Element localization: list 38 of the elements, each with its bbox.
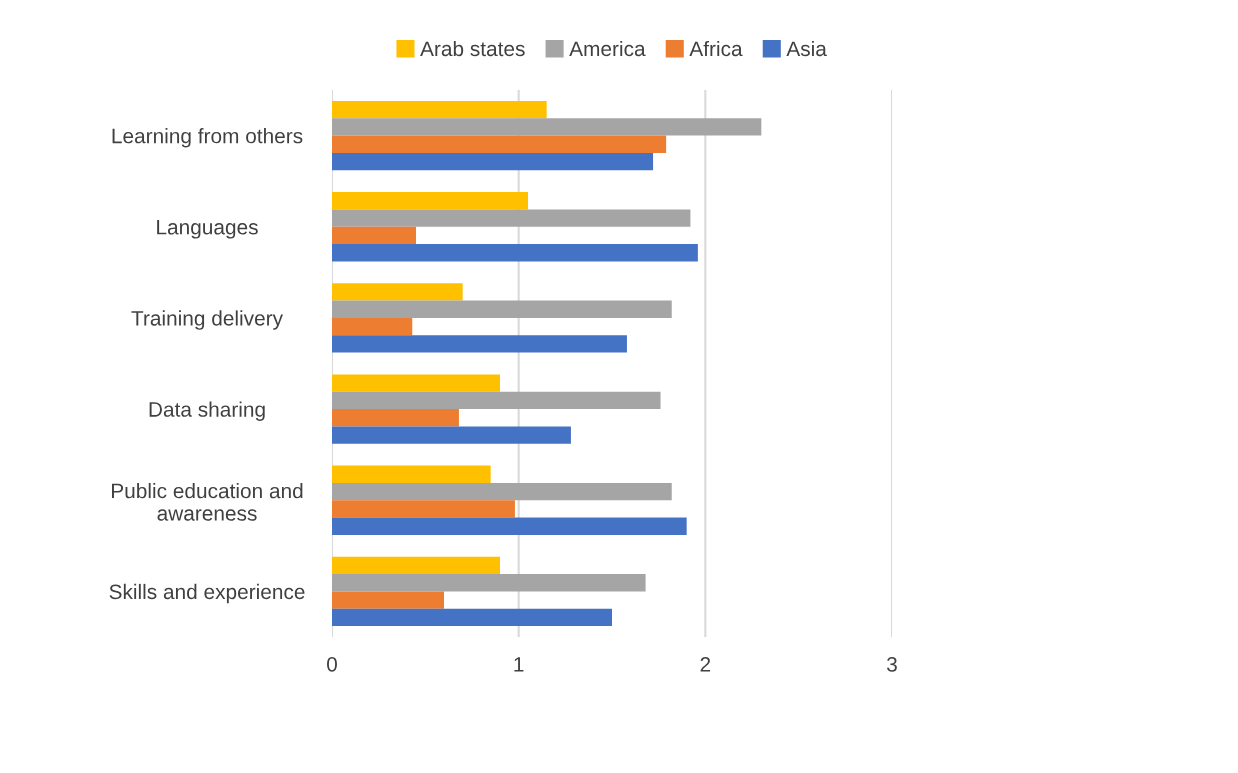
y-tick-label: Public education and awareness [112, 482, 303, 521]
bar [332, 465, 491, 483]
x-tick-label: 1 [514, 657, 524, 672]
bar [332, 409, 459, 427]
bar [332, 100, 547, 119]
legend-label: Africa [689, 40, 743, 57]
bar [332, 574, 646, 592]
y-tick-label: Data sharing [149, 401, 265, 421]
bar [332, 608, 612, 627]
legend-label: Asia [786, 40, 827, 57]
bar [332, 226, 416, 245]
bar [332, 391, 661, 410]
bar [332, 482, 672, 501]
bar [332, 209, 691, 227]
bar [332, 283, 463, 301]
legend-label: America [569, 40, 646, 57]
y-tick-label: Learning from others [112, 128, 303, 148]
y-tick-label: Skills and experience [109, 583, 305, 604]
x-tick-label: 2 [700, 656, 711, 672]
bar [332, 152, 654, 171]
legend-label: Arab states [420, 40, 525, 57]
bar [332, 317, 413, 336]
x-tick-label: 3 [887, 656, 897, 672]
bar [332, 517, 687, 535]
y-tick-label: Training delivery [131, 310, 283, 330]
bar [332, 335, 627, 353]
bar [332, 118, 762, 136]
bar [332, 374, 500, 392]
x-tick-label: 0 [327, 656, 337, 672]
y-tick-label: Languages [157, 219, 258, 239]
bar [332, 556, 500, 575]
bar [332, 591, 444, 609]
bar [332, 135, 667, 153]
bar [332, 192, 528, 210]
bar [332, 244, 698, 262]
bar [332, 300, 672, 318]
bar [332, 500, 515, 518]
bar [332, 426, 571, 444]
